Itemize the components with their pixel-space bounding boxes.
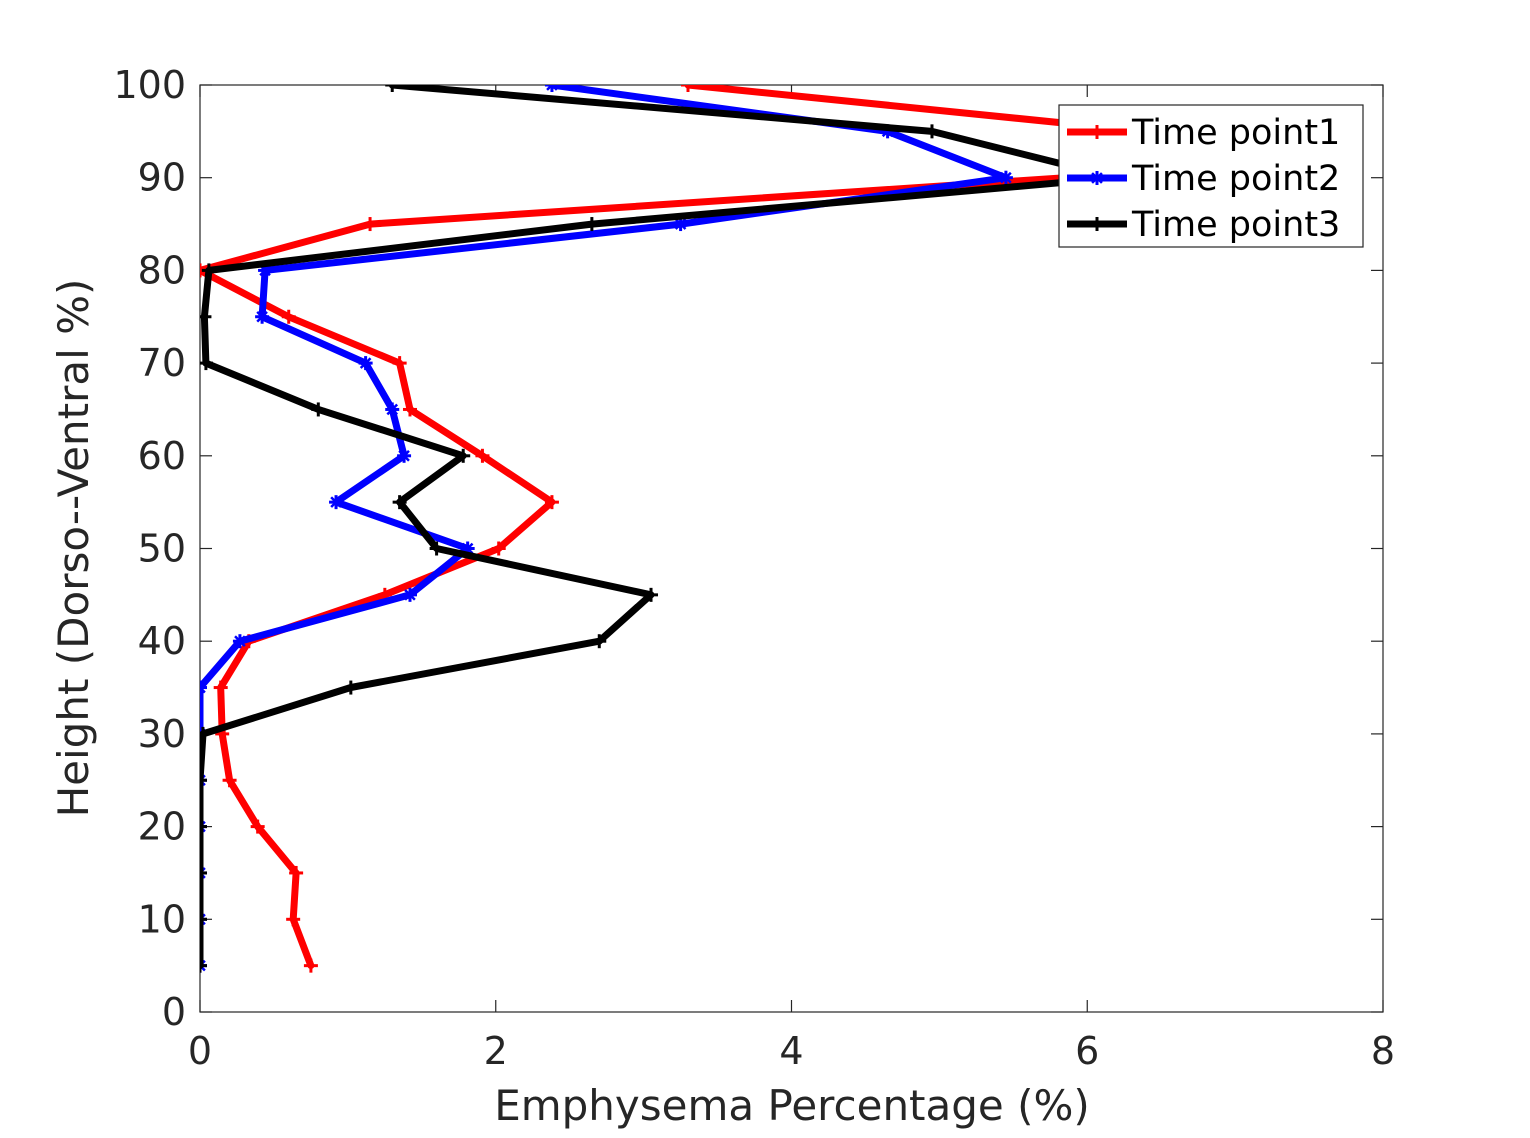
data-point — [429, 541, 444, 556]
series-line — [200, 85, 1121, 970]
data-point — [286, 912, 301, 927]
y-tick-label: 50 — [138, 527, 186, 571]
data-point — [998, 170, 1013, 185]
data-point — [1090, 125, 1104, 139]
x-tick-label: 8 — [1371, 1029, 1395, 1073]
data-point — [289, 865, 304, 880]
data-point — [200, 958, 207, 973]
y-axis-label: Height (Dorso--Ventral %) — [49, 279, 98, 818]
x-tick-label: 6 — [1075, 1029, 1099, 1073]
data-point — [343, 680, 358, 695]
data-point — [200, 865, 207, 880]
data-point — [358, 356, 373, 371]
series-line — [200, 85, 1150, 970]
y-axis-ticks: 0 10 20 30 40 50 60 70 80 90 100 — [113, 63, 1383, 1034]
data-point — [1090, 217, 1104, 231]
data-point — [924, 124, 939, 139]
x-axis-ticks: 0 2 4 6 8 — [188, 85, 1395, 1073]
data-point — [402, 587, 417, 602]
data-point — [1090, 171, 1104, 185]
data-point — [385, 402, 400, 417]
x-tick-label: 4 — [779, 1029, 803, 1073]
legend-item: Time point2 — [1067, 159, 1340, 199]
legend-label: Time point3 — [1131, 205, 1340, 245]
data-point — [250, 819, 265, 834]
data-point — [232, 634, 247, 649]
data-point — [329, 495, 344, 510]
data-point — [311, 402, 326, 417]
data-point — [385, 85, 400, 92]
x-tick-label: 2 — [484, 1029, 508, 1073]
data-point — [475, 448, 490, 463]
y-tick-label: 20 — [138, 805, 186, 849]
data-point — [456, 448, 471, 463]
series-line — [200, 85, 1010, 970]
data-point — [200, 726, 210, 741]
legend: Time point1 Time point2 Time point3 — [1058, 104, 1364, 248]
data-point — [200, 356, 213, 371]
y-tick-label: 70 — [138, 341, 186, 385]
data-point — [592, 634, 607, 649]
data-point — [200, 773, 207, 788]
data-point — [392, 495, 407, 510]
data-point — [303, 958, 318, 973]
data-point — [200, 912, 207, 927]
data-point — [544, 85, 559, 92]
y-tick-label: 30 — [138, 712, 186, 756]
y-tick-label: 10 — [138, 897, 186, 941]
data-point — [201, 263, 216, 278]
data-point — [255, 309, 270, 324]
data-point — [281, 309, 296, 324]
data-point — [363, 217, 378, 232]
data-point — [200, 309, 212, 324]
data-point — [680, 85, 695, 92]
legend-label: Time point1 — [1131, 113, 1340, 153]
data-point — [644, 587, 659, 602]
data-point — [392, 356, 407, 371]
y-tick-label: 100 — [113, 63, 186, 107]
data-point — [397, 448, 412, 463]
y-tick-label: 90 — [138, 156, 186, 200]
legend-item: Time point1 — [1067, 113, 1340, 153]
data-point — [584, 217, 599, 232]
y-tick-label: 0 — [162, 990, 186, 1034]
legend-item: Time point3 — [1067, 205, 1340, 245]
x-axis-label: Emphysema Percentage (%) — [494, 1081, 1090, 1130]
data-point — [200, 819, 207, 834]
data-point — [544, 495, 559, 510]
x-tick-label: 0 — [188, 1029, 212, 1073]
y-tick-label: 40 — [138, 619, 186, 663]
data-point — [200, 680, 207, 695]
data-point — [213, 680, 228, 695]
data-point — [222, 773, 237, 788]
y-tick-label: 80 — [138, 248, 186, 292]
y-tick-label: 60 — [138, 434, 186, 478]
data-point — [491, 541, 506, 556]
legend-label: Time point2 — [1131, 159, 1340, 199]
data-point — [402, 402, 417, 417]
